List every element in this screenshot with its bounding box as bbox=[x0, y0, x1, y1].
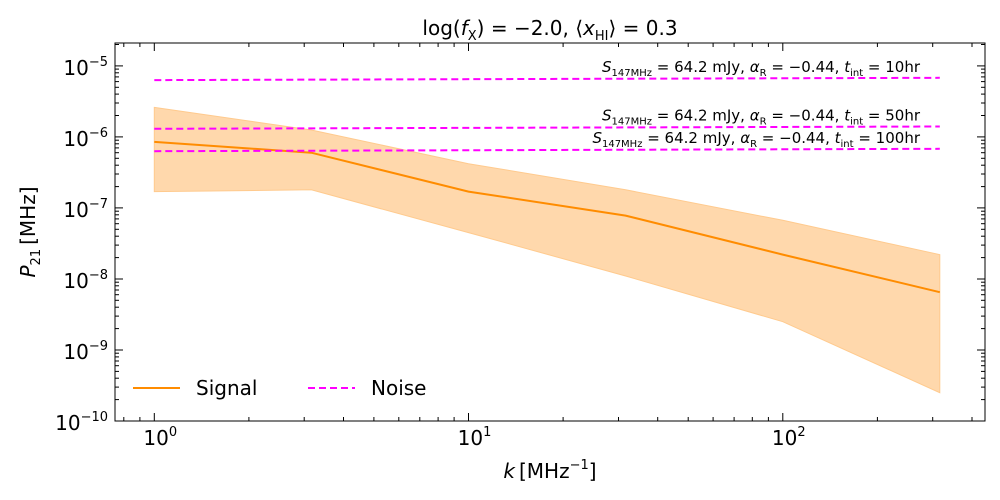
axes-frame bbox=[114, 42, 986, 422]
chart-title: log(fX) = −2.0, ⟨xHI⟩ = 0.3 bbox=[422, 16, 677, 44]
noise-line-2 bbox=[154, 125, 940, 130]
x-tick-label: 102 bbox=[772, 425, 806, 450]
noise-line-label-3: S147MHz = 64.2 mJy, αR = −0.44, tint = 1… bbox=[592, 129, 920, 150]
y-axis-label: P21[MHz] bbox=[16, 186, 44, 277]
noise-line-1 bbox=[154, 76, 940, 82]
legend-noise-label: Noise bbox=[371, 376, 426, 400]
x-axis-label: k [MHz−1] bbox=[503, 458, 596, 483]
signal-line bbox=[154, 140, 941, 294]
x-tick-label: 100 bbox=[143, 425, 177, 450]
y-tick-label: 10−5 bbox=[63, 55, 108, 80]
axis-ticks: 100 101 102 10−10 10−9 10−8 10−7 10−6 10−5 bbox=[55, 43, 985, 450]
y-tick-label: 10−8 bbox=[63, 268, 108, 293]
signal-uncertainty-band bbox=[153, 106, 941, 394]
y-tick-label: 10−10 bbox=[55, 410, 108, 435]
y-tick-label: 10−9 bbox=[63, 339, 108, 364]
y-tick-label: 10−7 bbox=[63, 197, 108, 222]
legend-signal-label: Signal bbox=[196, 376, 257, 400]
plot-area: S147MHz = 64.2 mJy, αR = −0.44, tint = 1… bbox=[153, 58, 941, 394]
x-tick-label: 101 bbox=[458, 425, 492, 450]
noise-line-3 bbox=[154, 147, 940, 153]
noise-line-label-2: S147MHz = 64.2 mJy, αR = −0.44, tint = 5… bbox=[602, 107, 921, 128]
legend: Signal Noise bbox=[133, 376, 426, 400]
noise-line-label-1: S147MHz = 64.2 mJy, αR = −0.44, tint = 1… bbox=[602, 58, 921, 79]
y-tick-label: 10−6 bbox=[63, 126, 108, 151]
